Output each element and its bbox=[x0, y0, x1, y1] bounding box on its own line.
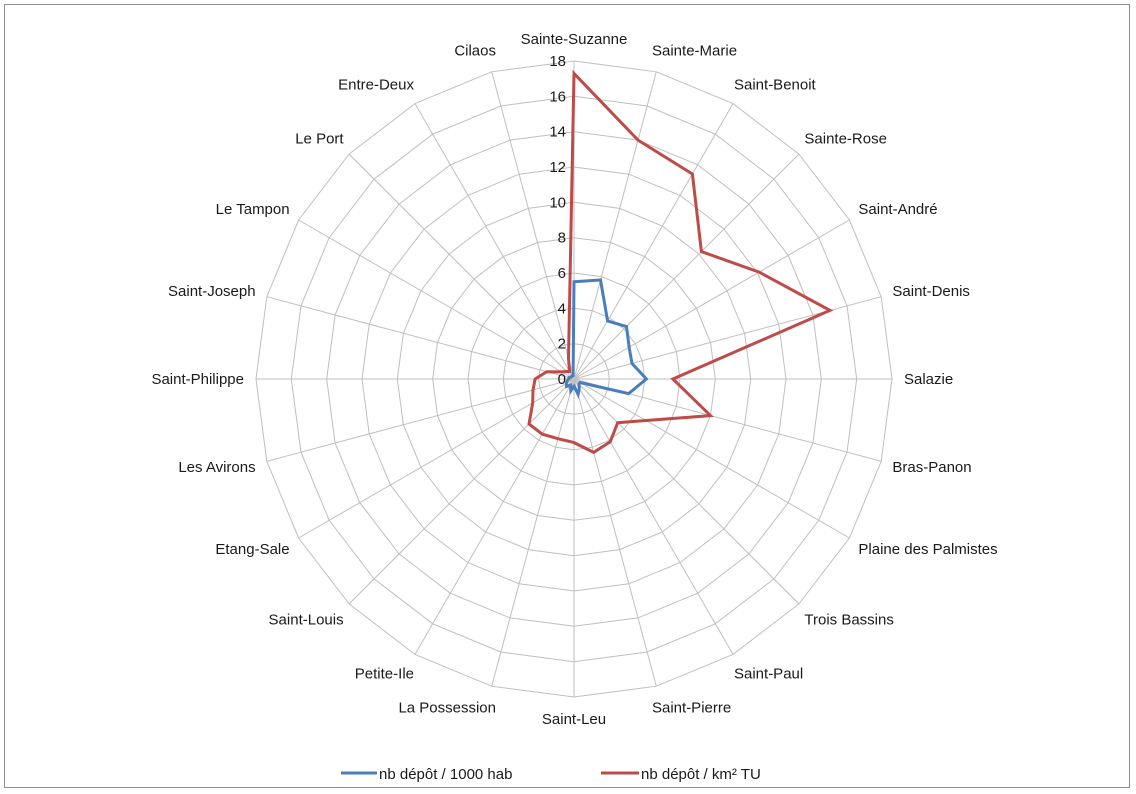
tick-label: 14 bbox=[549, 124, 566, 141]
tick-label: 10 bbox=[549, 194, 566, 211]
category-label: Saint-Benoit bbox=[734, 77, 817, 94]
category-label: Sainte-Suzanne bbox=[521, 31, 628, 48]
category-label: Trois Bassins bbox=[804, 611, 893, 628]
category-label: Saint-Louis bbox=[269, 611, 344, 628]
spoke bbox=[573, 153, 800, 380]
series-line-1 bbox=[527, 69, 834, 455]
spoke bbox=[414, 103, 575, 380]
category-label: Bras-Panon bbox=[892, 459, 971, 476]
radar-chart: 0 2 4 6 8 10 12 14 16 18 Sainte-Suzanne Sainte-Mar… bbox=[151, 31, 997, 783]
category-label: Sainte-Marie bbox=[652, 43, 737, 60]
legend-label-0: nb dépôt / 1000 hab bbox=[379, 766, 512, 783]
tick-label: 16 bbox=[549, 88, 566, 105]
tick-label: 4 bbox=[558, 300, 566, 317]
spoke bbox=[573, 378, 657, 687]
category-labels: Sainte-Suzanne Sainte-Marie Saint-Benoit Sa… bbox=[151, 31, 997, 728]
spoke bbox=[266, 296, 575, 380]
category-label: Entre-Deux bbox=[338, 77, 414, 94]
chart-frame: 0 2 4 6 8 10 12 14 16 18 Sainte-Suzanne Sainte-Mar… bbox=[4, 4, 1130, 788]
spoke bbox=[348, 153, 575, 380]
category-label: Saint-Leu bbox=[542, 711, 606, 728]
spoke bbox=[348, 378, 575, 605]
tick-label: 12 bbox=[549, 159, 566, 176]
tick-label: 0 bbox=[558, 371, 566, 388]
spoke bbox=[573, 219, 850, 380]
category-label: Saint-Philippe bbox=[151, 371, 244, 388]
spoke bbox=[573, 378, 800, 605]
category-label: Saint-André bbox=[858, 201, 937, 218]
spoke bbox=[573, 378, 850, 539]
legend: nb dépôt / 1000 hab nb dépôt / km² TU bbox=[341, 766, 761, 783]
category-label: Le Port bbox=[295, 131, 344, 148]
spoke bbox=[266, 378, 575, 462]
category-label: Petite-Ile bbox=[355, 665, 414, 682]
spoke bbox=[573, 71, 657, 380]
tick-label: 6 bbox=[558, 265, 566, 282]
category-label: Les Avirons bbox=[178, 459, 255, 476]
tick-label: 2 bbox=[558, 336, 566, 353]
tick-label: 8 bbox=[558, 230, 566, 247]
series-lines bbox=[527, 69, 834, 455]
spoke bbox=[491, 378, 575, 687]
category-label: La Possession bbox=[398, 699, 496, 716]
series-line-0 bbox=[564, 278, 649, 400]
spoke bbox=[573, 296, 882, 380]
spokes bbox=[256, 61, 892, 697]
spoke bbox=[298, 378, 575, 539]
spoke bbox=[414, 378, 575, 655]
category-label: Le Tampon bbox=[216, 201, 290, 218]
tick-labels: 0 2 4 6 8 10 12 14 16 18 bbox=[549, 53, 566, 388]
legend-label-1: nb dépôt / km² TU bbox=[641, 766, 761, 783]
category-label: Sainte-Rose bbox=[804, 131, 887, 148]
category-label: Saint-Denis bbox=[892, 283, 970, 300]
spoke bbox=[298, 219, 575, 380]
category-label: Saint-Joseph bbox=[168, 283, 256, 300]
category-label: Cilaos bbox=[454, 43, 496, 60]
spoke bbox=[573, 378, 734, 655]
spoke bbox=[573, 103, 734, 380]
category-label: Salazie bbox=[904, 371, 953, 388]
category-label: Etang-Sale bbox=[215, 541, 289, 558]
spoke bbox=[491, 71, 575, 380]
category-label: Saint-Paul bbox=[734, 665, 803, 682]
category-label: Plaine des Palmistes bbox=[858, 541, 997, 558]
tick-label: 18 bbox=[549, 53, 566, 70]
category-label: Saint-Pierre bbox=[652, 699, 731, 716]
